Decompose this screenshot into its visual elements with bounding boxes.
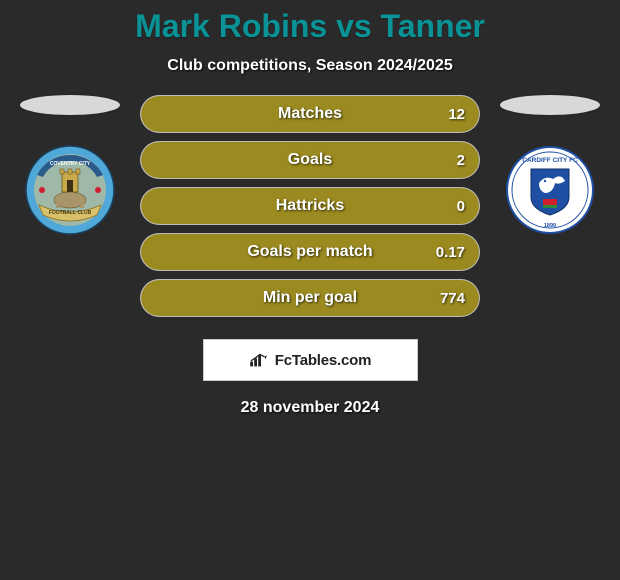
stat-row: Matches 12: [140, 95, 480, 133]
stat-label: Matches: [278, 105, 342, 123]
main-row: COVENTRY CITY FOOTBALL CLUB: [0, 95, 620, 317]
coventry-crest-icon: COVENTRY CITY FOOTBALL CLUB: [25, 145, 115, 235]
stat-value-right: 0: [457, 198, 465, 215]
stat-label: Goals per match: [247, 243, 372, 261]
stat-row: Hattricks 0: [140, 187, 480, 225]
cardiff-crest-icon: CARDIFF CITY FC 1899: [505, 145, 595, 235]
date-text: 28 november 2024: [0, 399, 620, 417]
stat-label: Min per goal: [263, 289, 357, 307]
left-player-column: COVENTRY CITY FOOTBALL CLUB: [20, 95, 120, 235]
stat-row: Goals 2: [140, 141, 480, 179]
comparison-title: Mark Robins vs Tanner: [0, 8, 620, 45]
svg-text:CARDIFF CITY FC: CARDIFF CITY FC: [522, 157, 578, 164]
stat-value-right: 0.17: [436, 244, 465, 261]
stat-value-right: 2: [457, 152, 465, 169]
right-player-shadow: [500, 95, 600, 115]
left-player-shadow: [20, 95, 120, 115]
left-club-logo: COVENTRY CITY FOOTBALL CLUB: [25, 145, 115, 235]
right-club-logo: CARDIFF CITY FC 1899: [505, 145, 595, 235]
brand-box[interactable]: FcTables.com: [203, 339, 418, 381]
brand-text: FcTables.com: [275, 352, 372, 369]
stats-column: Matches 12 Goals 2 Hattricks 0 Goals per match…: [140, 95, 480, 317]
right-player-column: CARDIFF CITY FC 1899: [500, 95, 600, 235]
svg-text:COVENTRY CITY: COVENTRY CITY: [50, 161, 91, 167]
stat-row: Min per goal 774: [140, 279, 480, 317]
brand-chart-icon: [249, 352, 269, 368]
stat-value-right: 12: [448, 106, 465, 123]
stat-value-right: 774: [440, 290, 465, 307]
subtitle: Club competitions, Season 2024/2025: [0, 57, 620, 75]
svg-text:1899: 1899: [544, 223, 556, 229]
stat-row: Goals per match 0.17: [140, 233, 480, 271]
svg-text:FOOTBALL CLUB: FOOTBALL CLUB: [49, 210, 92, 216]
stat-label: Goals: [288, 151, 332, 169]
stat-label: Hattricks: [276, 197, 344, 215]
infographic-container: Mark Robins vs Tanner Club competitions,…: [0, 0, 620, 417]
